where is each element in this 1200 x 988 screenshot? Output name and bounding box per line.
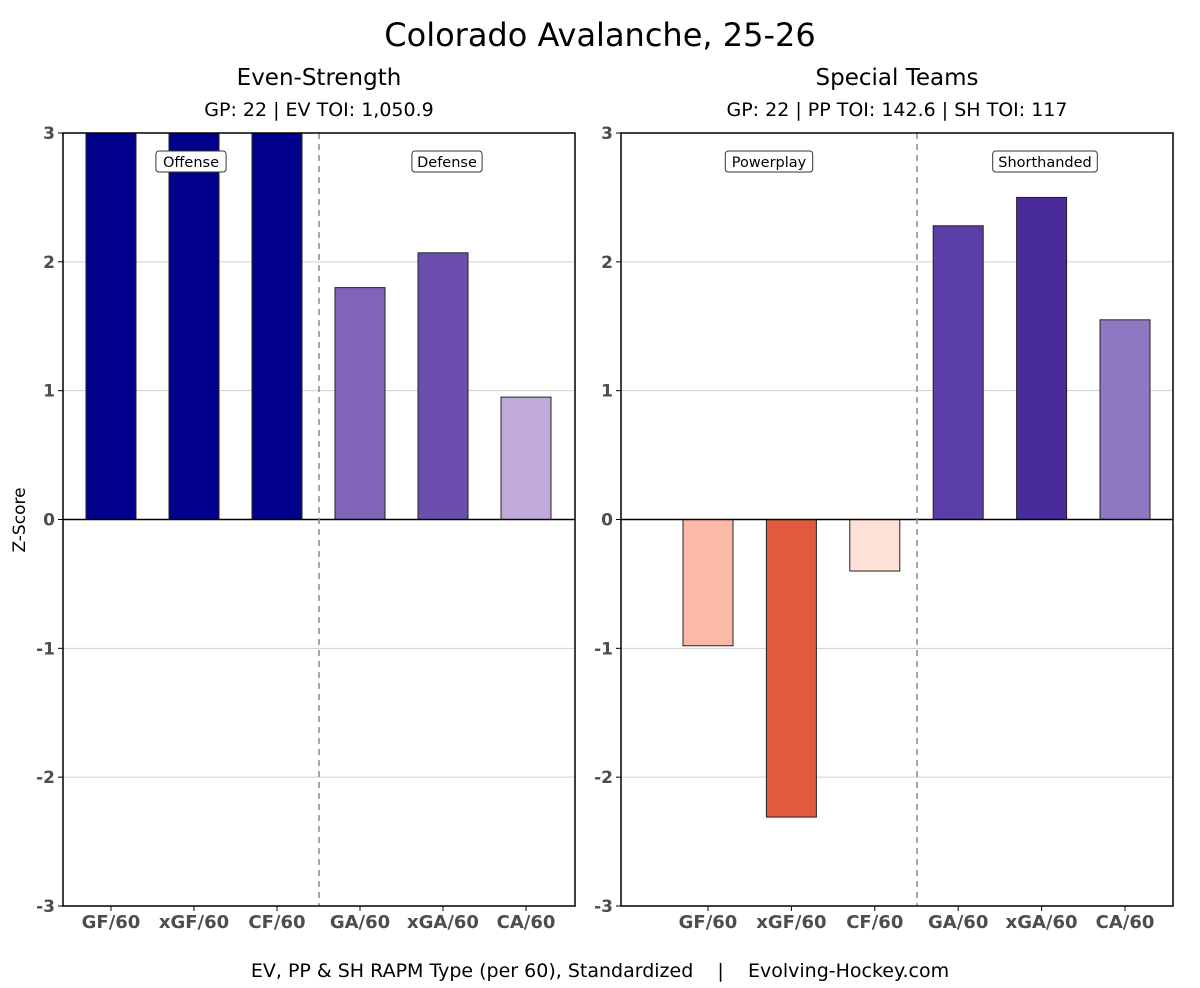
footer-caption: EV, PP & SH RAPM Type (per 60), Standard…	[251, 960, 949, 982]
x-tick-label: CF/60	[248, 912, 305, 933]
x-tick-label: GF/60	[679, 912, 738, 933]
y-tick-label: 3	[43, 124, 55, 144]
y-tick-label: -1	[36, 639, 55, 659]
x-tick-label: GF/60	[82, 912, 141, 933]
y-tick-label: 2	[601, 253, 613, 273]
y-tick-label: 3	[601, 124, 613, 144]
panel-subtitle: GP: 22 | EV TOI: 1,050.9	[204, 99, 433, 121]
bar-xgf-60	[765, 519, 817, 818]
panel-title: Special Teams	[816, 65, 979, 91]
group-label-box	[411, 150, 483, 173]
y-tick-label: -2	[594, 768, 613, 788]
bar-gf-60	[85, 132, 137, 520]
y-tick-label: -1	[594, 639, 613, 659]
bar-ga-60	[334, 287, 386, 520]
y-tick-label: 2	[43, 253, 55, 273]
plot-frame	[620, 132, 1174, 907]
x-tick-label: GA/60	[330, 912, 390, 933]
group-label: Shorthanded	[998, 155, 1092, 171]
x-tick-label: xGF/60	[756, 912, 826, 933]
bar-cf-60	[251, 132, 303, 520]
bar-xga-60	[1016, 196, 1068, 521]
x-tick-label: xGA/60	[407, 912, 479, 933]
bar-ca-60	[500, 396, 552, 521]
group-label-box	[155, 150, 227, 173]
bar-xga-60	[417, 252, 469, 520]
panel-title: Even-Strength	[237, 65, 402, 91]
y-axis-label: Z-Score	[10, 487, 30, 552]
y-tick-label: -3	[594, 897, 613, 917]
group-label: Offense	[163, 155, 219, 171]
y-tick-label: -2	[36, 768, 55, 788]
bar-gf-60	[682, 519, 734, 647]
y-tick-label: 0	[601, 511, 613, 531]
group-label-box	[724, 150, 814, 173]
x-tick-label: CA/60	[1096, 912, 1155, 933]
panel-subtitle: GP: 22 | PP TOI: 142.6 | SH TOI: 117	[727, 99, 1068, 121]
x-tick-label: xGA/60	[1006, 912, 1078, 933]
y-tick-label: 0	[43, 511, 55, 531]
x-tick-label: CF/60	[846, 912, 903, 933]
chart-title: Colorado Avalanche, 25-26	[384, 16, 815, 54]
bar-cf-60	[849, 519, 901, 572]
x-tick-label: GA/60	[928, 912, 988, 933]
panel-1: Even-Strength GP: 22 | EV TOI: 1,050.9 3 2 1…	[36, 65, 576, 933]
x-tick-label: CA/60	[497, 912, 556, 933]
group-label: Defense	[417, 155, 477, 171]
x-tick-label: xGF/60	[159, 912, 229, 933]
bar-ga-60	[932, 225, 984, 520]
group-label: Powerplay	[732, 155, 807, 171]
plot-frame	[62, 132, 576, 907]
y-tick-label: 1	[601, 382, 613, 402]
bar-ca-60	[1099, 319, 1151, 520]
bar-xgf-60	[168, 132, 220, 520]
group-label-box	[992, 150, 1098, 173]
y-tick-label: -3	[36, 897, 55, 917]
y-tick-label: 1	[43, 382, 55, 402]
panel-2: Special Teams GP: 22 | PP TOI: 142.6 | SH…	[594, 65, 1174, 933]
